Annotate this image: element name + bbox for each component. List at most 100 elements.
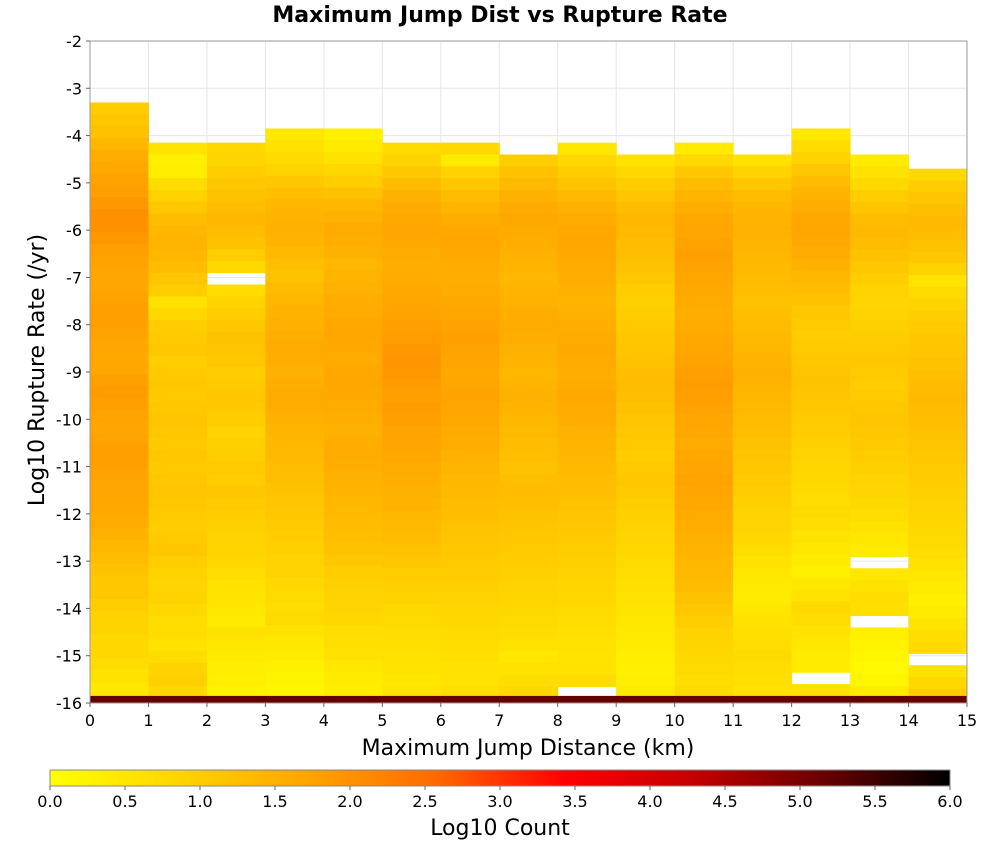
heatmap-cell (733, 343, 793, 356)
heatmap-cell (908, 617, 968, 631)
heatmap-cell (148, 379, 208, 392)
heatmap-cell (265, 246, 325, 260)
heatmap-cell (674, 615, 734, 628)
heatmap-cell (733, 166, 793, 179)
heatmap-cell (265, 636, 325, 650)
heatmap-cell (440, 520, 500, 534)
heatmap-cell (382, 674, 442, 687)
heatmap-cell (90, 149, 149, 163)
heatmap-cell (674, 319, 734, 333)
heatmap-cell (733, 674, 793, 687)
heatmap-cell (908, 393, 968, 406)
heatmap-cell (850, 450, 910, 463)
x-tick-label: 15 (957, 711, 977, 730)
heatmap-cell (674, 213, 734, 226)
heatmap-cell (850, 225, 910, 238)
heatmap-cell (674, 154, 734, 167)
heatmap-cell (908, 345, 968, 359)
heatmap-cell (733, 154, 793, 167)
heatmap-cell (733, 532, 793, 546)
heatmap-cell (733, 390, 793, 404)
heatmap-cell (850, 296, 910, 309)
heatmap-cell (499, 178, 559, 191)
heatmap-cell (850, 627, 910, 640)
heatmap-cell (148, 414, 208, 427)
colorbar-tick-label: 0.0 (37, 792, 62, 811)
heatmap-cell (674, 402, 734, 416)
heatmap-cell (850, 379, 910, 392)
heatmap-cell (206, 390, 266, 404)
heatmap-cell (499, 485, 559, 498)
heatmap-cell (674, 142, 734, 155)
heatmap-cell (499, 674, 559, 687)
heatmap-cell (90, 232, 149, 245)
heatmap-cell (148, 308, 208, 321)
heatmap-cell (733, 509, 793, 522)
heatmap-cell (265, 376, 325, 390)
heatmap-cell (557, 639, 617, 652)
heatmap-cell (557, 662, 617, 676)
heatmap-cell (265, 258, 325, 271)
heatmap-cell (90, 610, 149, 624)
heatmap-cell (265, 530, 325, 543)
y-tick-label: -11 (56, 458, 82, 477)
heatmap-cell (674, 189, 734, 203)
heatmap-cell (499, 544, 559, 557)
heatmap-cell (733, 461, 793, 475)
heatmap-cell (616, 189, 676, 203)
heatmap-cell (733, 189, 793, 203)
heatmap-cell (791, 684, 851, 697)
heatmap-cell (733, 603, 793, 617)
heatmap-cell (265, 648, 325, 661)
heatmap-cell (206, 639, 266, 652)
heatmap-cell (440, 662, 500, 676)
heatmap-cell (440, 568, 500, 581)
x-tick-label: 2 (202, 711, 212, 730)
x-tick-label: 11 (723, 711, 743, 730)
heatmap-cell (499, 426, 559, 439)
heatmap-cell (791, 140, 851, 153)
heatmap-cell (382, 402, 442, 416)
heatmap-cell (206, 402, 266, 416)
heatmap-cell (733, 414, 793, 427)
y-tick-label: -7 (66, 268, 82, 287)
heatmap-cell (323, 317, 383, 330)
heatmap-cell (557, 142, 617, 155)
heatmap-cell (323, 506, 383, 520)
heatmap-cell (499, 662, 559, 676)
heatmap-cell (674, 461, 734, 475)
heatmap-cell (908, 286, 968, 300)
heatmap-cell (733, 568, 793, 581)
colorbar-tick-label: 5.0 (787, 792, 812, 811)
heatmap-cell (850, 343, 910, 356)
heatmap-cell (206, 154, 266, 167)
heatmap-cell (382, 450, 442, 463)
heatmap-cell (791, 305, 851, 319)
heatmap-cell (850, 367, 910, 380)
heatmap-cell (265, 435, 325, 449)
heatmap-cell (733, 497, 793, 510)
heatmap-cell (908, 263, 968, 276)
heatmap-cell (148, 639, 208, 652)
heatmap-cell (791, 353, 851, 366)
heatmap-cell (323, 530, 383, 543)
heatmap-cell (90, 516, 149, 529)
heatmap-cell (908, 606, 968, 619)
heatmap-cell (850, 213, 910, 226)
heatmap-cell (733, 201, 793, 215)
heatmap-cell (557, 603, 617, 617)
heatmap-cell (265, 471, 325, 484)
heatmap-cell (733, 178, 793, 191)
heatmap-cell (206, 509, 266, 522)
heatmap-cell (908, 594, 968, 607)
heatmap-cell (265, 317, 325, 330)
heatmap-cell (90, 398, 149, 411)
heatmap-cell (90, 622, 149, 635)
heatmap-cell (90, 539, 149, 553)
heatmap-cell (90, 350, 149, 364)
heatmap-cell (206, 201, 266, 215)
heatmap-cell (733, 213, 793, 226)
heatmap-cell (265, 223, 325, 236)
heatmap-cell (90, 421, 149, 434)
